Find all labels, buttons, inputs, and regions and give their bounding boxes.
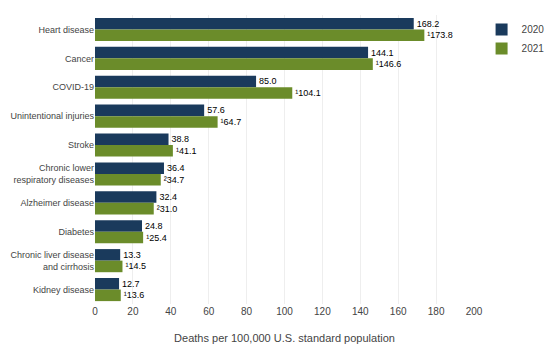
svg-text:COVID-19: COVID-19 (52, 82, 94, 92)
svg-text:12.7: 12.7 (122, 279, 140, 289)
svg-text:200: 200 (466, 306, 483, 317)
svg-text:²34.7: ²34.7 (164, 175, 185, 185)
svg-text:60: 60 (203, 306, 215, 317)
svg-text:180: 180 (428, 306, 445, 317)
svg-text:168.2: 168.2 (417, 19, 440, 29)
svg-text:Chronic lowerrespiratory disea: Chronic lowerrespiratory diseases (13, 163, 94, 185)
svg-text:160: 160 (390, 306, 407, 317)
svg-text:¹64.7: ¹64.7 (221, 117, 242, 127)
svg-text:¹104.1: ¹104.1 (295, 88, 321, 98)
svg-text:57.6: 57.6 (207, 105, 225, 115)
svg-text:2020: 2020 (522, 24, 545, 35)
svg-text:20: 20 (127, 306, 139, 317)
svg-text:Heart disease: Heart disease (38, 25, 94, 35)
svg-text:Unintentional injuries: Unintentional injuries (10, 111, 94, 121)
svg-text:¹13.6: ¹13.6 (124, 290, 145, 300)
svg-text:13.3: 13.3 (123, 250, 141, 260)
svg-text:144.1: 144.1 (371, 48, 394, 58)
svg-text:36.4: 36.4 (167, 163, 185, 173)
svg-text:Stroke: Stroke (68, 140, 94, 150)
svg-text:²31.0: ²31.0 (157, 204, 178, 214)
svg-text:38.8: 38.8 (172, 134, 190, 144)
svg-text:¹41.1: ¹41.1 (176, 146, 197, 156)
svg-text:Chronic liver diseaseand cirrh: Chronic liver diseaseand cirrhosis (10, 250, 94, 272)
svg-text:2021: 2021 (522, 43, 545, 54)
svg-text:80: 80 (241, 306, 253, 317)
svg-text:¹14.5: ¹14.5 (125, 261, 146, 271)
svg-text:Kidney disease: Kidney disease (33, 285, 94, 295)
svg-text:Diabetes: Diabetes (58, 227, 94, 237)
svg-text:¹173.8: ¹173.8 (427, 30, 453, 40)
svg-text:¹25.4: ¹25.4 (146, 233, 167, 243)
svg-text:Cancer: Cancer (65, 54, 94, 64)
svg-text:100: 100 (276, 306, 293, 317)
svg-text:32.4: 32.4 (159, 192, 177, 202)
svg-text:0: 0 (92, 306, 98, 317)
svg-text:Alzheimer disease: Alzheimer disease (20, 198, 94, 208)
svg-text:85.0: 85.0 (259, 76, 277, 86)
svg-text:¹146.6: ¹146.6 (376, 59, 402, 69)
svg-text:140: 140 (352, 306, 369, 317)
svg-text:120: 120 (314, 306, 331, 317)
svg-text:Deaths per 100,000 U.S. standa: Deaths per 100,000 U.S. standard populat… (174, 332, 395, 344)
svg-text:40: 40 (165, 306, 177, 317)
svg-text:24.8: 24.8 (145, 221, 163, 231)
